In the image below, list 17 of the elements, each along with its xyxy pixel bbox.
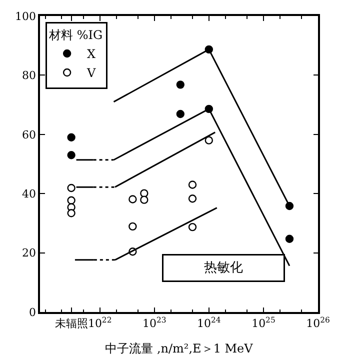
x-axis-title: 中子流量 ,n/m²,E＞1 MeV [105,341,254,356]
y-tick-label: 0 [29,306,36,319]
legend-title: 材料 %IG [48,28,103,42]
y-tick-label: 80 [22,69,36,82]
annotation: 热敏化 [204,260,243,276]
y-tick-label: 100 [15,10,36,23]
legend-label: V [86,66,96,80]
x-tick-label: 10$^{25}$ [252,315,276,330]
x-tick-label: 10$^{26}$ [306,315,330,330]
x-tick-label: 10$^{22}$ [88,315,112,330]
x-tick-label: 10$^{24}$ [197,315,221,330]
y-tick-label: 60 [22,128,36,142]
y-tick-label: 40 [22,187,36,200]
x-tick-label: 10$^{23}$ [142,315,166,330]
y-tick-label: 20 [22,246,36,260]
x-tick-label: 未辐照 [54,316,88,330]
legend-label: X [87,47,96,62]
